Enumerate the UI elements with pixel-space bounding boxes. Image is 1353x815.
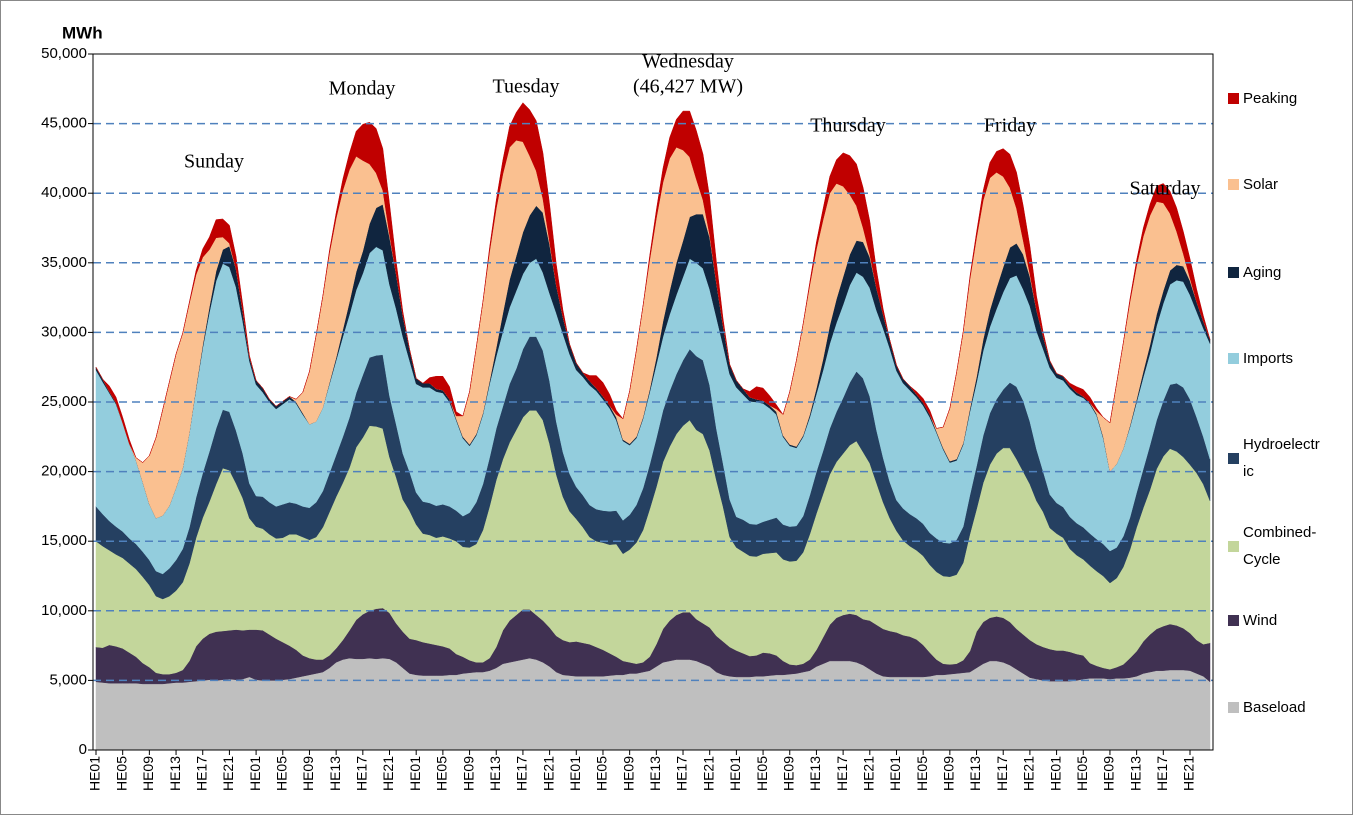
legend-item: Combined-Cycle [1228, 519, 1323, 573]
x-tick-label: HE01 [87, 756, 103, 791]
legend-item: Peaking [1228, 85, 1323, 112]
x-tick-label: HE17 [674, 756, 690, 791]
x-tick-label: HE13 [1127, 756, 1143, 791]
x-tick-label: HE05 [914, 756, 930, 791]
x-tick-label: HE01 [407, 756, 423, 791]
legend-swatch [1228, 540, 1239, 552]
legend-label: Wind [1243, 611, 1278, 629]
y-tick-label: 10,000 [41, 602, 87, 619]
x-tick-label: HE21 [380, 756, 396, 791]
legend-swatch [1228, 452, 1239, 464]
day-annotation: Wednesday [642, 51, 734, 73]
legend-item: Imports [1228, 345, 1323, 372]
x-tick-label: HE13 [647, 756, 663, 791]
x-tick-label: HE21 [540, 756, 556, 791]
x-tick-label: HE05 [754, 756, 770, 791]
day-annotation: Monday [329, 78, 396, 100]
x-tick-label: HE21 [220, 756, 236, 791]
day-annotation: (46,427 MW) [633, 76, 743, 98]
x-tick-label: HE01 [1047, 756, 1063, 791]
legend-item: Wind [1228, 607, 1323, 634]
legend-swatch [1228, 92, 1239, 104]
x-tick-label: HE09 [941, 756, 957, 791]
legend-label: Baseload [1243, 698, 1306, 716]
legend-swatch [1228, 178, 1239, 190]
x-tick-label: HE05 [113, 756, 129, 791]
legend-label: Imports [1243, 349, 1294, 367]
day-annotation: Saturday [1129, 178, 1200, 200]
x-tick-label: HE13 [807, 756, 823, 791]
day-annotation: Tuesday [492, 76, 559, 98]
legend-swatch [1228, 266, 1239, 278]
x-tick-label: HE09 [460, 756, 476, 791]
x-tick-label: HE13 [487, 756, 503, 791]
x-tick-label: HE05 [594, 756, 610, 791]
x-tick-label: HE17 [994, 756, 1010, 791]
y-tick-label: 20,000 [41, 463, 87, 480]
x-tick-label: HE13 [327, 756, 343, 791]
y-tick-label: 25,000 [41, 393, 87, 410]
y-tick-label: 40,000 [41, 184, 87, 201]
plot-frame [92, 53, 1214, 751]
x-tick-label: HE21 [1021, 756, 1037, 791]
x-tick-label: HE13 [167, 756, 183, 791]
legend-label: Aging [1243, 263, 1282, 281]
x-tick-label: HE05 [273, 756, 289, 791]
legend-label: Hydroelectric [1243, 436, 1320, 480]
x-tick-label: HE09 [140, 756, 156, 791]
y-tick-label: 5,000 [49, 671, 87, 688]
x-tick-label: HE01 [567, 756, 583, 791]
x-tick-label: HE17 [1154, 756, 1170, 791]
x-tick-label: HE17 [193, 756, 209, 791]
legend-item: Solar [1228, 171, 1323, 198]
x-tick-label: HE01 [887, 756, 903, 791]
y-tick-label: 30,000 [41, 323, 87, 340]
legend-item: Hydroelectric [1228, 431, 1323, 485]
x-tick-label: HE05 [1074, 756, 1090, 791]
y-tick-label: 35,000 [41, 254, 87, 271]
x-tick-label: HE09 [1101, 756, 1117, 791]
legend-swatch [1228, 352, 1239, 364]
legend-label: Solar [1243, 175, 1279, 193]
x-tick-label: HE17 [514, 756, 530, 791]
x-tick-label: HE13 [967, 756, 983, 791]
legend-item: Aging [1228, 259, 1323, 286]
day-annotation: Thursday [810, 115, 886, 137]
x-tick-label: HE09 [300, 756, 316, 791]
x-tick-label: HE17 [834, 756, 850, 791]
legend-swatch [1228, 701, 1239, 713]
day-annotation: Sunday [184, 151, 244, 173]
x-tick-label: HE21 [860, 756, 876, 791]
y-tick-label: 0 [79, 741, 87, 758]
x-tick-label: HE05 [434, 756, 450, 791]
x-tick-label: HE09 [780, 756, 796, 791]
area [95, 102, 1211, 463]
x-tick-label: HE01 [727, 756, 743, 791]
x-tick-label: HE21 [1181, 756, 1197, 791]
y-tick-label: 15,000 [41, 532, 87, 549]
y-axis-label: MWh [62, 23, 103, 42]
y-tick-label: 45,000 [41, 115, 87, 132]
legend-swatch [1228, 614, 1239, 626]
x-tick-label: HE21 [700, 756, 716, 791]
day-annotation: Friday [984, 115, 1036, 137]
x-tick-label: HE09 [620, 756, 636, 791]
legend-label: Peaking [1243, 89, 1298, 107]
legend-label: Combined-Cycle [1243, 524, 1317, 568]
legend-item: Baseload [1228, 694, 1323, 721]
x-tick-label: HE17 [354, 756, 370, 791]
x-tick-label: HE01 [247, 756, 263, 791]
y-tick-label: 50,000 [41, 45, 87, 62]
